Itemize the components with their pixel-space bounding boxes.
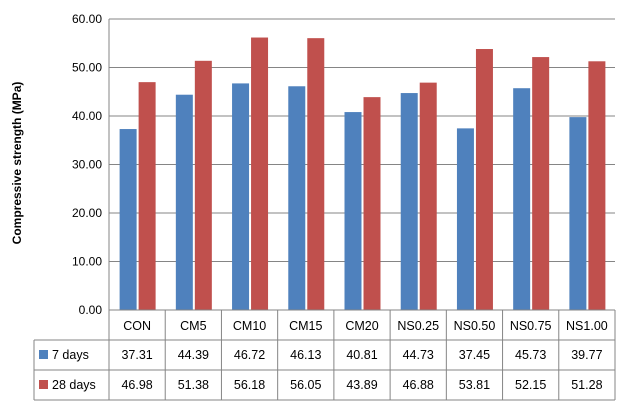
legend-key-7-days bbox=[39, 350, 48, 359]
bar-7-days bbox=[344, 112, 362, 310]
bar-7-days bbox=[232, 83, 250, 311]
category-label: CON bbox=[123, 319, 151, 333]
data-label: 44.73 bbox=[403, 348, 434, 362]
y-tick-label: 0.00 bbox=[79, 303, 103, 317]
y-axis-label: Compressive strength (MPa) bbox=[10, 82, 24, 245]
data-label: 53.81 bbox=[459, 378, 490, 392]
bar-7-days bbox=[175, 94, 193, 310]
data-label: 52.15 bbox=[515, 378, 546, 392]
bar-7-days bbox=[119, 129, 137, 310]
category-label: NS0.50 bbox=[454, 319, 496, 333]
bar-28-days bbox=[588, 61, 606, 311]
legend-label: 28 days bbox=[52, 378, 96, 392]
category-label: CM10 bbox=[233, 319, 266, 333]
y-tick-label: 30.00 bbox=[72, 158, 102, 172]
y-tick-label: 20.00 bbox=[72, 206, 102, 220]
data-label: 37.45 bbox=[459, 348, 490, 362]
data-label: 37.31 bbox=[121, 348, 152, 362]
data-label: 44.39 bbox=[178, 348, 209, 362]
category-label: CM20 bbox=[345, 319, 378, 333]
y-tick-label: 50.00 bbox=[72, 61, 102, 75]
data-label: 46.72 bbox=[234, 348, 265, 362]
bar-28-days bbox=[363, 97, 381, 310]
data-label: 51.38 bbox=[178, 378, 209, 392]
data-label: 39.77 bbox=[571, 348, 602, 362]
category-label: NS0.25 bbox=[397, 319, 439, 333]
legend-key-28-days bbox=[39, 380, 48, 389]
y-tick-label: 40.00 bbox=[72, 109, 102, 123]
data-label: 51.28 bbox=[571, 378, 602, 392]
data-label: 43.89 bbox=[346, 378, 377, 392]
bars bbox=[119, 37, 606, 311]
category-label: NS1.00 bbox=[566, 319, 608, 333]
bar-28-days bbox=[251, 37, 269, 310]
bar-28-days bbox=[138, 82, 156, 310]
bar-7-days bbox=[569, 117, 587, 310]
category-label: NS0.75 bbox=[510, 319, 552, 333]
bar-7-days bbox=[513, 88, 531, 310]
y-tick-label: 10.00 bbox=[72, 255, 102, 269]
axes: 0.00 10.00 20.00 30.00 40.00 50.00 60.00 bbox=[72, 12, 615, 317]
bar-7-days bbox=[400, 93, 418, 310]
data-label: 40.81 bbox=[346, 348, 377, 362]
data-table: CON CM5 CM10 CM15 CM20 NS0.25 NS0.50 NS0.75 NS1.… bbox=[33, 309, 616, 401]
data-label: 56.05 bbox=[290, 378, 321, 392]
y-tick-label: 60.00 bbox=[72, 12, 102, 26]
bar-28-days bbox=[532, 57, 550, 311]
gridlines bbox=[109, 18, 615, 262]
bar-7-days bbox=[288, 86, 306, 310]
category-label: CM5 bbox=[180, 319, 206, 333]
bar-28-days bbox=[419, 82, 437, 310]
category-label: CM15 bbox=[289, 319, 322, 333]
data-label: 46.13 bbox=[290, 348, 321, 362]
data-label: 46.88 bbox=[403, 378, 434, 392]
bar-7-days bbox=[456, 128, 474, 310]
data-label: 46.98 bbox=[121, 378, 152, 392]
bar-28-days bbox=[475, 49, 493, 311]
legend-label: 7 days bbox=[52, 348, 89, 362]
data-label: 56.18 bbox=[234, 378, 265, 392]
data-label: 45.73 bbox=[515, 348, 546, 362]
bar-28-days bbox=[307, 38, 325, 310]
bar-28-days bbox=[194, 60, 212, 310]
